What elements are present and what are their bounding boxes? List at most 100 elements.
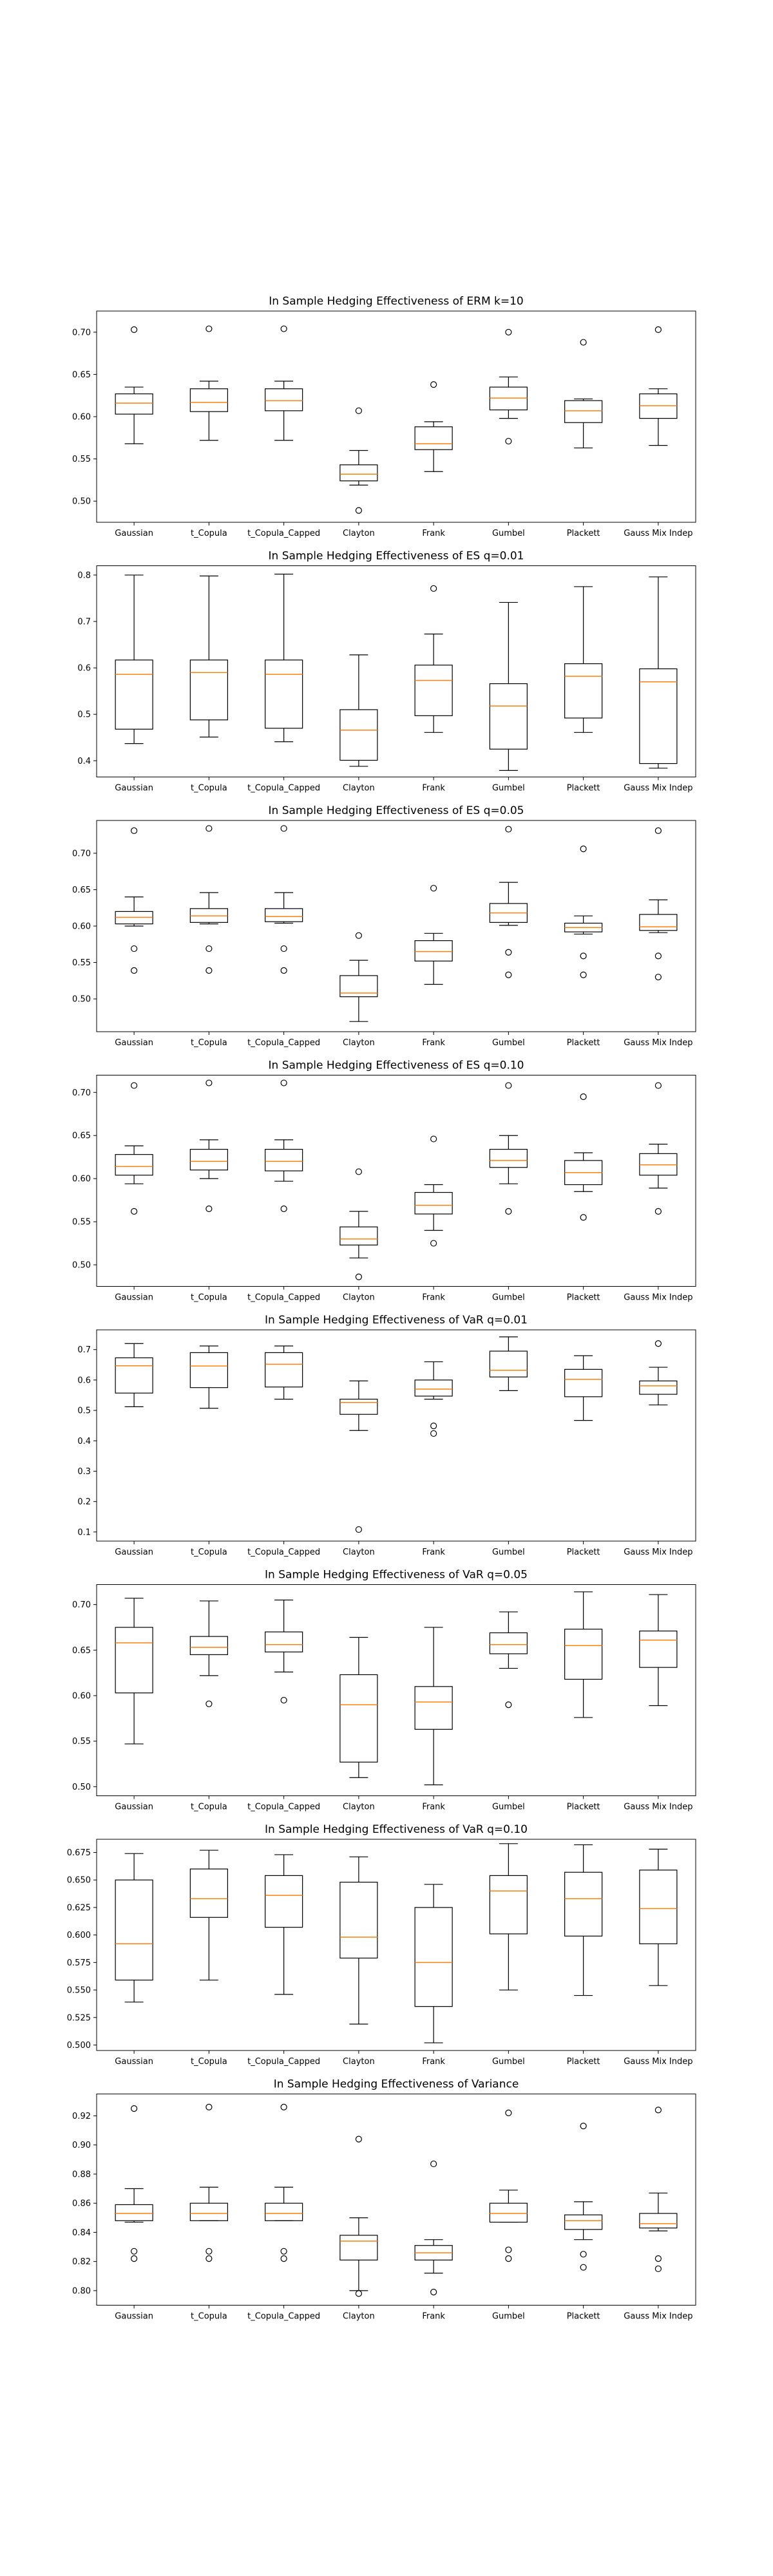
- y-tick-label: 0.3: [77, 1467, 91, 1477]
- iqr-box: [564, 1871, 603, 1937]
- x-tick-label: t_Copula: [191, 2057, 227, 2067]
- outlier-point: [654, 1208, 662, 1215]
- x-tick-label: Gaussian: [115, 1038, 153, 1048]
- box-t_Copula_Capped: [265, 2103, 303, 2262]
- box-Plackett: [564, 1093, 603, 1221]
- iqr-box: [115, 393, 153, 415]
- chart-panel-1: In Sample Hedging Effectiveness of ERM k…: [72, 295, 696, 538]
- iqr-box: [189, 2202, 228, 2221]
- x-tick-label: t_Copula: [191, 784, 227, 793]
- x-tick-label: t_Copula_Capped: [247, 784, 320, 793]
- y-tick-label: 0.60: [72, 922, 91, 932]
- box-Gauss Mix Indep: [639, 2107, 678, 2273]
- outlier-point: [580, 2264, 587, 2271]
- y-tick-label: 0.55: [72, 1218, 91, 1227]
- y-tick-label: 0.7: [77, 618, 91, 627]
- outlier-point: [280, 2103, 287, 2110]
- outlier-point: [430, 1430, 437, 1437]
- outlier-point: [131, 945, 138, 952]
- x-tick-label: Clayton: [343, 1293, 375, 1303]
- box-Gauss Mix Indep: [639, 827, 678, 981]
- outlier-point: [654, 2255, 662, 2262]
- chart-panel-6: In Sample Hedging Effectiveness of VaR q…: [72, 1569, 696, 1812]
- box-Frank: [414, 381, 453, 472]
- box-t_Copula: [189, 1600, 228, 1707]
- y-tick-label: 0.88: [72, 2170, 91, 2179]
- box-Gumbel: [489, 1336, 528, 1391]
- iqr-box: [489, 2202, 528, 2223]
- chart-panel-3: In Sample Hedging Effectiveness of ES q=…: [72, 804, 696, 1048]
- box-Clayton: [339, 1856, 378, 2025]
- y-tick-label: 0.650: [67, 1876, 91, 1886]
- x-tick-label: Gaussian: [115, 2057, 153, 2067]
- outlier-point: [505, 328, 512, 336]
- box-Frank: [414, 2160, 453, 2296]
- box-Gumbel: [489, 2109, 528, 2262]
- box-Plackett: [564, 339, 603, 449]
- x-tick-label: Plackett: [567, 1038, 600, 1048]
- iqr-box: [265, 1352, 303, 1388]
- box-Frank: [414, 1884, 453, 2043]
- chart-panel-5: In Sample Hedging Effectiveness of VaR q…: [77, 1314, 696, 1557]
- axes-frame: [96, 1075, 696, 1287]
- x-tick-label: t_Copula_Capped: [247, 529, 320, 538]
- outlier-point: [430, 381, 437, 388]
- y-tick-label: 0.60: [72, 1175, 91, 1184]
- box-Gumbel: [489, 1843, 528, 1991]
- x-tick-label: t_Copula: [191, 2312, 227, 2322]
- outlier-point: [280, 2255, 287, 2262]
- axes-frame: [96, 1584, 696, 1796]
- outlier-point: [505, 437, 512, 445]
- outlier-point: [580, 952, 587, 960]
- chart-title: In Sample Hedging Effectiveness of VaR q…: [265, 1314, 528, 1327]
- y-tick-label: 0.7: [77, 1345, 91, 1355]
- y-tick-label: 0.500: [67, 2041, 91, 2050]
- x-tick-label: Gaussian: [115, 2312, 153, 2322]
- box-t_Copula: [189, 825, 228, 974]
- y-tick-label: 0.55: [72, 958, 91, 968]
- outlier-point: [654, 326, 662, 333]
- x-tick-label: Plackett: [567, 784, 600, 793]
- outlier-point: [131, 967, 138, 974]
- chart-panel-8: In Sample Hedging Effectiveness of Varia…: [72, 2078, 696, 2322]
- iqr-box: [265, 1149, 303, 1171]
- box-t_Copula: [189, 1345, 228, 1409]
- x-tick-label: Gauss Mix Indep: [624, 529, 692, 538]
- box-Gumbel: [489, 328, 528, 445]
- y-tick-label: 0.575: [67, 1958, 91, 1968]
- x-tick-label: Gaussian: [115, 1293, 153, 1303]
- y-tick-label: 0.50: [72, 995, 91, 1005]
- x-tick-label: Clayton: [343, 2312, 375, 2322]
- outlier-point: [430, 1423, 437, 1430]
- x-tick-label: t_Copula: [191, 1293, 227, 1303]
- y-tick-label: 0.70: [72, 849, 91, 858]
- x-tick-label: Frank: [422, 1038, 445, 1048]
- iqr-box: [115, 1357, 153, 1394]
- outlier-point: [280, 967, 287, 974]
- outlier-point: [131, 2248, 138, 2255]
- box-t_Copula_Capped: [265, 1599, 303, 1704]
- iqr-box: [489, 1350, 528, 1378]
- box-Clayton: [339, 2136, 378, 2297]
- outlier-point: [430, 1240, 437, 1247]
- box-t_Copula_Capped: [265, 325, 303, 441]
- outlier-point: [131, 827, 138, 834]
- y-tick-label: 0.90: [72, 2141, 91, 2150]
- x-tick-label: Plackett: [567, 1803, 600, 1812]
- y-tick-label: 0.55: [72, 1737, 91, 1747]
- x-tick-label: Gumbel: [492, 529, 525, 538]
- iqr-box: [115, 659, 153, 730]
- iqr-box: [189, 1636, 228, 1655]
- x-tick-label: Gaussian: [115, 1548, 153, 1557]
- outlier-point: [654, 1340, 662, 1347]
- x-tick-label: Gauss Mix Indep: [624, 2057, 692, 2067]
- x-tick-label: Clayton: [343, 1548, 375, 1557]
- y-tick-label: 0.55: [72, 455, 91, 464]
- iqr-box: [189, 1352, 228, 1388]
- iqr-box: [339, 1882, 378, 1959]
- x-tick-label: Plackett: [567, 529, 600, 538]
- axes-frame: [96, 1329, 696, 1542]
- iqr-box: [414, 1686, 453, 1730]
- box-Gaussian: [115, 2105, 153, 2262]
- outlier-point: [280, 1079, 287, 1086]
